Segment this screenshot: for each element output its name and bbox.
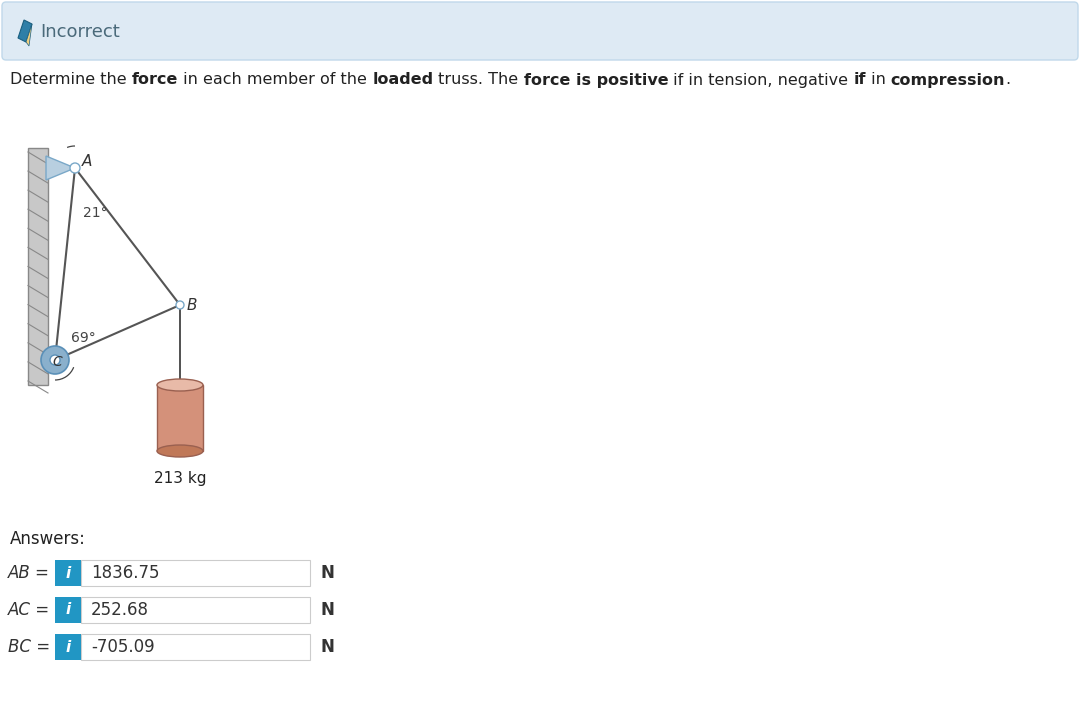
FancyBboxPatch shape [81, 634, 310, 660]
FancyBboxPatch shape [55, 634, 81, 660]
Text: Incorrect: Incorrect [40, 23, 120, 41]
Text: loaded: loaded [373, 73, 433, 88]
Ellipse shape [157, 379, 203, 391]
Circle shape [70, 163, 80, 173]
Text: 252.68: 252.68 [91, 601, 149, 619]
FancyBboxPatch shape [2, 2, 1078, 60]
Text: 21°: 21° [83, 206, 108, 220]
Text: AB =: AB = [8, 564, 50, 582]
FancyBboxPatch shape [81, 597, 310, 623]
Text: in: in [866, 73, 891, 88]
Polygon shape [157, 385, 203, 451]
Text: force is positive: force is positive [524, 73, 669, 88]
Text: N: N [320, 601, 334, 619]
Text: if in tension, negative: if in tension, negative [669, 73, 853, 88]
Text: i: i [66, 565, 70, 580]
Polygon shape [18, 20, 32, 42]
Text: compression: compression [891, 73, 1005, 88]
FancyBboxPatch shape [81, 560, 310, 586]
Text: 1836.75: 1836.75 [91, 564, 160, 582]
Text: truss. The: truss. The [433, 73, 524, 88]
Text: 69°: 69° [71, 331, 96, 345]
Text: in each member of the: in each member of the [178, 73, 373, 88]
Text: AC =: AC = [8, 601, 50, 619]
FancyBboxPatch shape [55, 560, 81, 586]
Text: .: . [1005, 73, 1011, 88]
Text: BC =: BC = [8, 638, 50, 656]
Text: if: if [853, 73, 866, 88]
Circle shape [176, 301, 184, 309]
Text: i: i [66, 603, 70, 618]
Text: force: force [132, 73, 178, 88]
Text: Determine the: Determine the [10, 73, 132, 88]
Circle shape [41, 346, 69, 374]
FancyBboxPatch shape [55, 597, 81, 623]
Text: A: A [82, 154, 93, 169]
Polygon shape [26, 24, 32, 46]
Circle shape [50, 355, 60, 365]
Text: -705.09: -705.09 [91, 638, 154, 656]
Polygon shape [28, 148, 48, 385]
Text: N: N [320, 564, 334, 582]
Ellipse shape [157, 445, 203, 457]
Text: N: N [320, 638, 334, 656]
Text: 213 kg: 213 kg [153, 471, 206, 486]
Text: Answers:: Answers: [10, 530, 86, 548]
Text: B: B [187, 298, 198, 313]
Text: i: i [66, 640, 70, 655]
Text: C: C [52, 355, 62, 369]
Polygon shape [46, 156, 75, 180]
